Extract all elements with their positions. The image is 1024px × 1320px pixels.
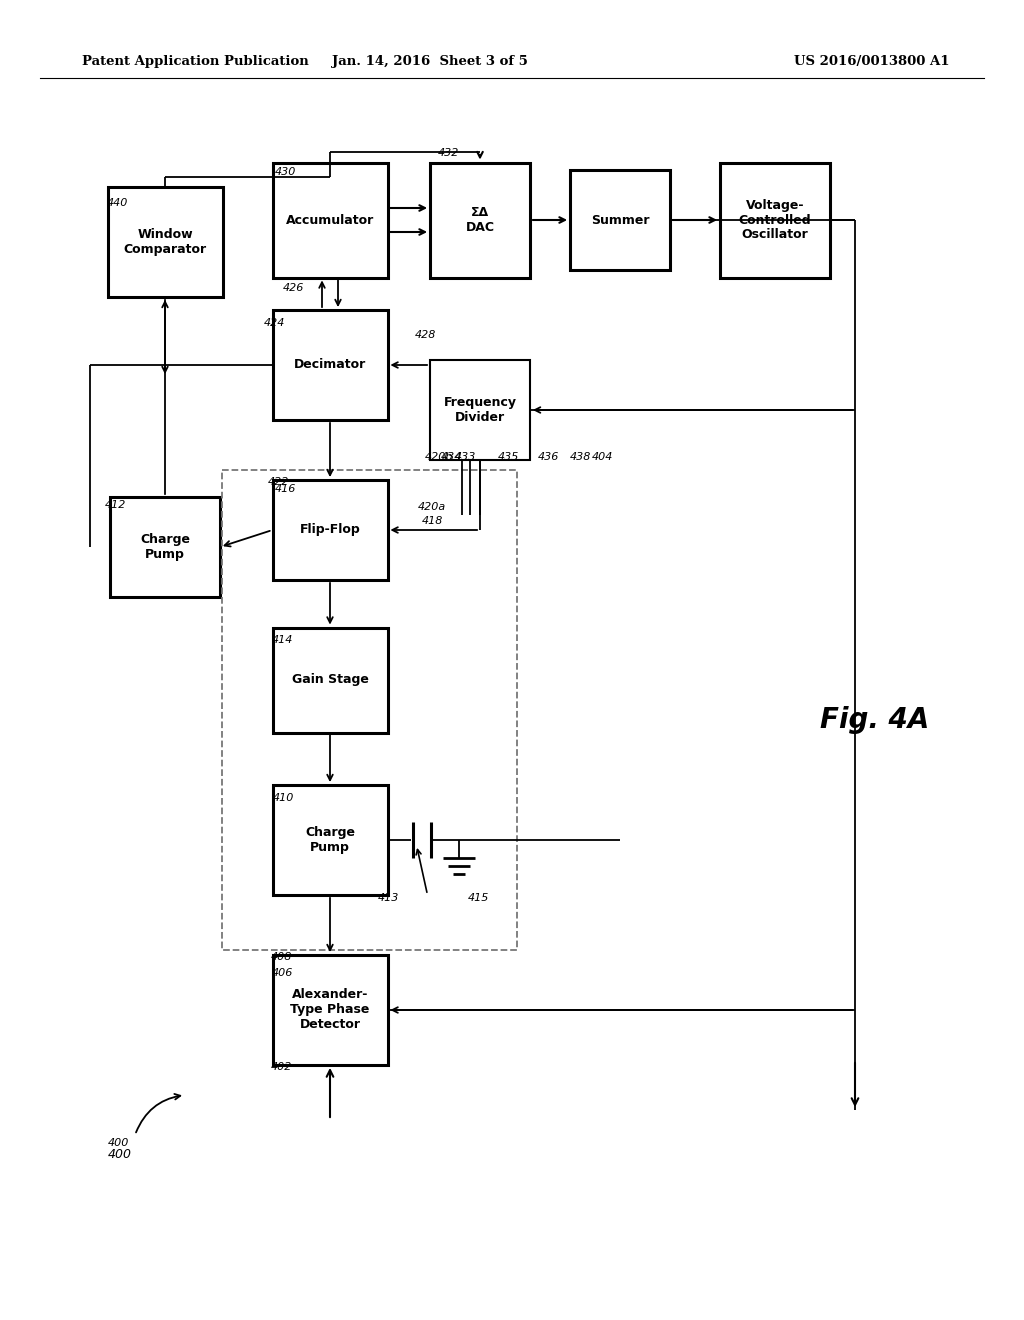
Text: 404: 404 (592, 451, 613, 462)
Text: 428: 428 (415, 330, 436, 341)
Bar (430, 360, 530, 459)
Text: 415: 415 (468, 894, 489, 903)
Text: 422: 422 (268, 477, 290, 487)
Bar (272, 310, 387, 420)
Text: Fig. 4A: Fig. 4A (820, 706, 929, 734)
Text: 413: 413 (378, 894, 399, 903)
Text: 436: 436 (538, 451, 559, 462)
Text: 438: 438 (570, 451, 592, 462)
Text: 435: 435 (498, 451, 519, 462)
Text: 400: 400 (108, 1148, 132, 1162)
Text: Flip-Flop: Flip-Flop (300, 524, 360, 536)
Bar (720, 162, 830, 277)
Bar (272, 480, 387, 579)
Text: Charge
Pump: Charge Pump (140, 533, 190, 561)
Text: 432: 432 (438, 148, 460, 158)
Text: Jan. 14, 2016  Sheet 3 of 5: Jan. 14, 2016 Sheet 3 of 5 (332, 55, 528, 69)
Text: Accumulator: Accumulator (286, 214, 374, 227)
Text: Decimator: Decimator (294, 359, 367, 371)
Bar (272, 785, 387, 895)
Text: 440: 440 (106, 198, 128, 209)
Bar (570, 170, 670, 271)
Text: Summer: Summer (591, 214, 649, 227)
Text: Charge
Pump: Charge Pump (305, 826, 355, 854)
Bar (272, 954, 387, 1065)
Bar (430, 162, 530, 277)
Text: 433: 433 (455, 451, 476, 462)
Text: 402: 402 (271, 1063, 293, 1072)
Bar (108, 187, 222, 297)
Bar (272, 162, 387, 277)
Text: 400: 400 (108, 1138, 129, 1148)
Text: 410: 410 (273, 793, 294, 803)
Text: 430: 430 (275, 168, 296, 177)
Bar (222, 470, 517, 950)
Text: Frequency
Divider: Frequency Divider (443, 396, 516, 424)
Text: 434: 434 (441, 451, 463, 462)
Text: Gain Stage: Gain Stage (292, 673, 369, 686)
Bar (272, 627, 387, 733)
Text: 420a: 420a (418, 502, 446, 512)
Text: 412: 412 (105, 500, 126, 510)
Text: 414: 414 (272, 635, 293, 645)
Bar (110, 498, 220, 597)
Text: Voltage-
Controlled
Oscillator: Voltage- Controlled Oscillator (738, 198, 811, 242)
Text: ΣΔ
DAC: ΣΔ DAC (466, 206, 495, 234)
Text: 420b: 420b (425, 451, 454, 462)
Text: Alexander-
Type Phase
Detector: Alexander- Type Phase Detector (291, 989, 370, 1031)
Text: 408: 408 (271, 952, 293, 962)
Text: Patent Application Publication: Patent Application Publication (82, 55, 309, 69)
Text: Window
Comparator: Window Comparator (124, 228, 207, 256)
Text: 416: 416 (275, 484, 296, 494)
Text: 406: 406 (272, 968, 293, 978)
Text: 418: 418 (422, 516, 443, 525)
Text: 424: 424 (264, 318, 286, 327)
Text: 426: 426 (283, 282, 304, 293)
Text: US 2016/0013800 A1: US 2016/0013800 A1 (795, 55, 950, 69)
